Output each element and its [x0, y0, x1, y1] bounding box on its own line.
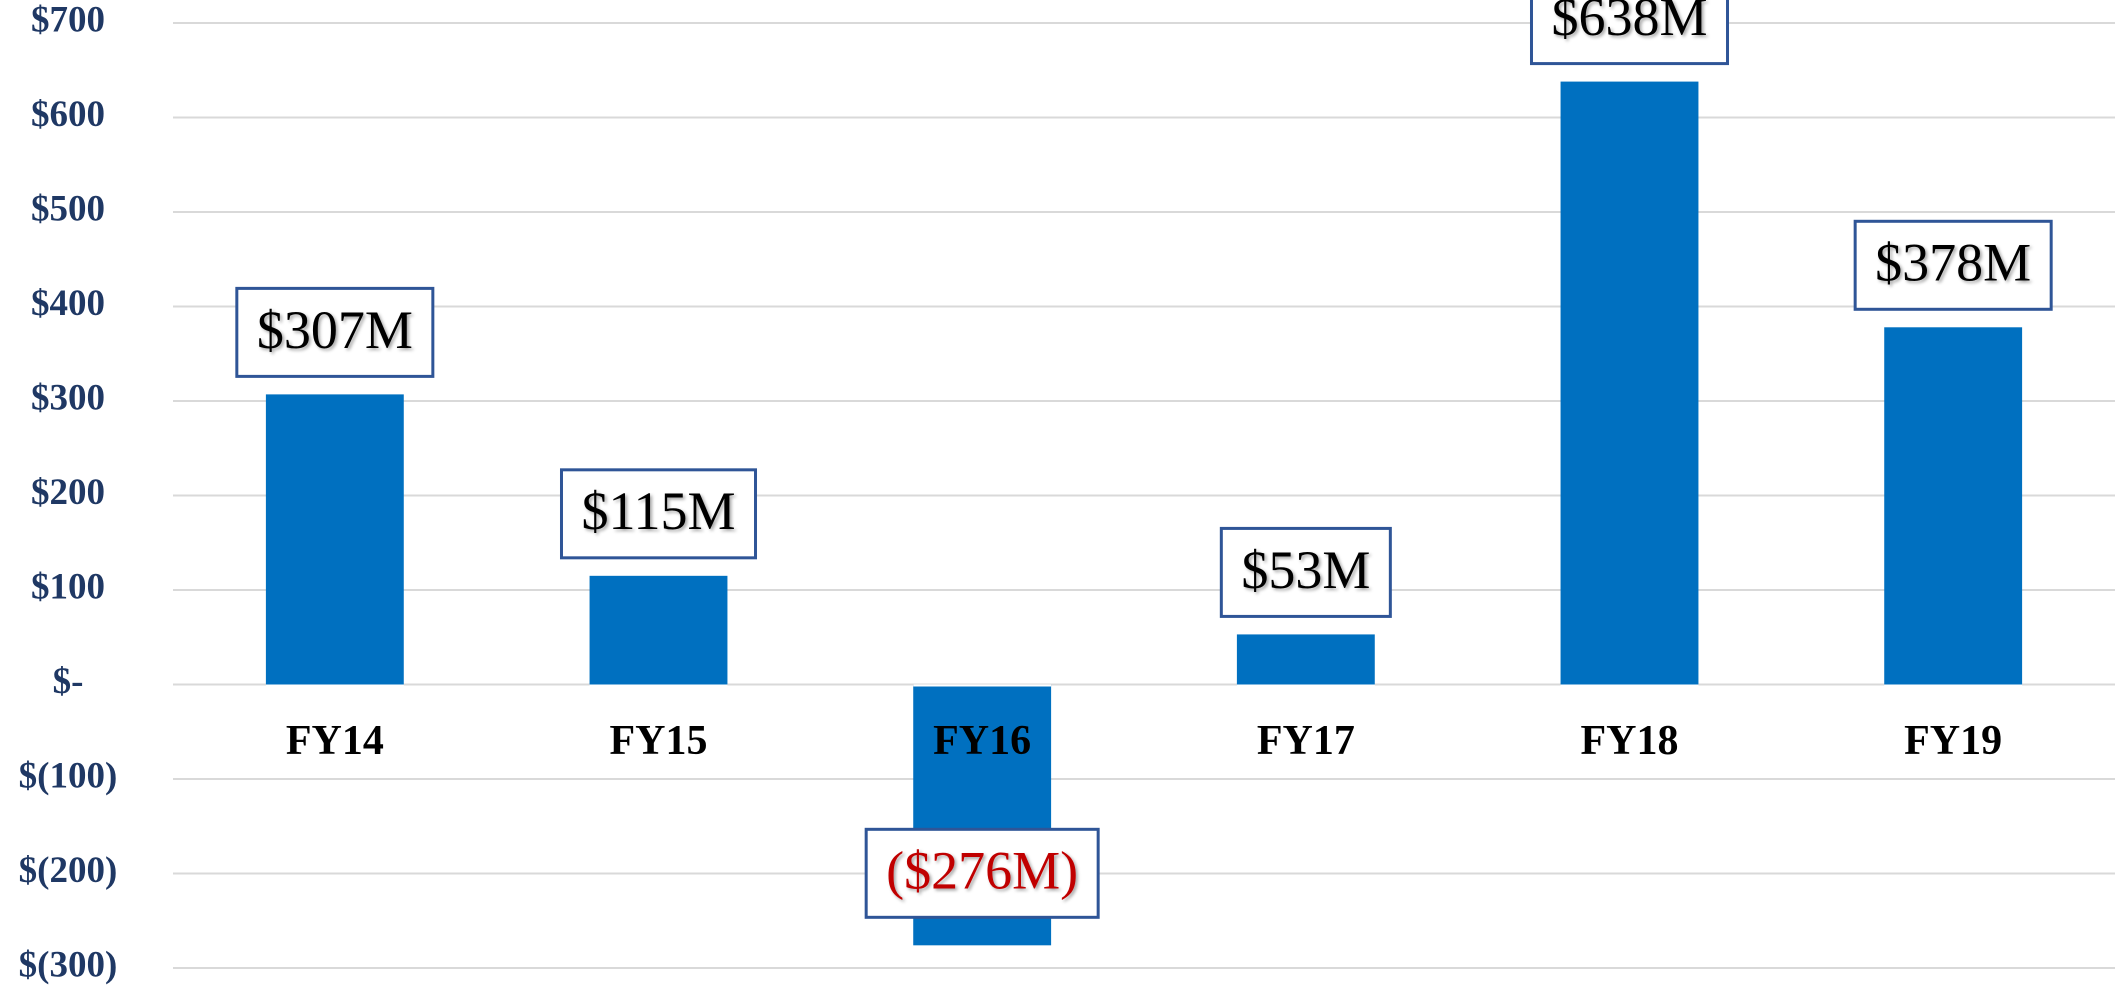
y-tick-label: $(300): [19, 944, 118, 985]
data-label-box: [1529, 0, 1730, 66]
x-tick-label: FY16: [933, 718, 1031, 764]
data-label: $638M: [1551, 0, 1707, 47]
x-tick-label: FY17: [1257, 718, 1355, 764]
y-tick-label: $700: [31, 0, 105, 40]
y-tick-label: $600: [31, 94, 105, 135]
bar: [589, 575, 728, 685]
y-tick-label: $500: [31, 188, 105, 229]
y-tick-label: $-: [53, 661, 84, 702]
data-label-group: $53M: [1219, 526, 1392, 618]
bar: [1560, 81, 1699, 685]
y-tick-label: $100: [31, 566, 105, 607]
data-label-group: $638M: [1529, 0, 1730, 66]
data-label-group: ($276M): [864, 827, 1100, 919]
y-tick-label: $(200): [19, 850, 118, 891]
x-tick-label: FY15: [610, 718, 708, 764]
y-tick-label: $200: [31, 472, 105, 513]
data-label: $53M: [1241, 540, 1370, 600]
data-label-group: $307M: [235, 286, 435, 378]
data-label: $307M: [257, 300, 413, 360]
data-label: $378M: [1875, 233, 2031, 293]
x-tick-label: FY18: [1581, 718, 1679, 764]
bar: [1884, 327, 2023, 685]
data-label: ($276M): [886, 841, 1078, 901]
x-tick-label: FY19: [1904, 718, 2002, 764]
data-label-box: [1219, 526, 1392, 618]
data-label: $115M: [581, 481, 735, 541]
data-label-group: $115M: [559, 468, 758, 560]
bar: [265, 394, 404, 685]
data-label-box: [559, 468, 758, 560]
x-tick-label: FY14: [286, 718, 384, 764]
y-tick-label: $300: [31, 377, 105, 418]
y-tick-label: $400: [31, 283, 105, 324]
data-label-box: [864, 827, 1100, 919]
y-tick-label: $(100): [19, 755, 118, 796]
data-label-group: $378M: [1853, 219, 2053, 311]
data-label-box: [235, 286, 435, 378]
data-label-box: [1853, 219, 2053, 311]
bar: [1236, 634, 1375, 685]
